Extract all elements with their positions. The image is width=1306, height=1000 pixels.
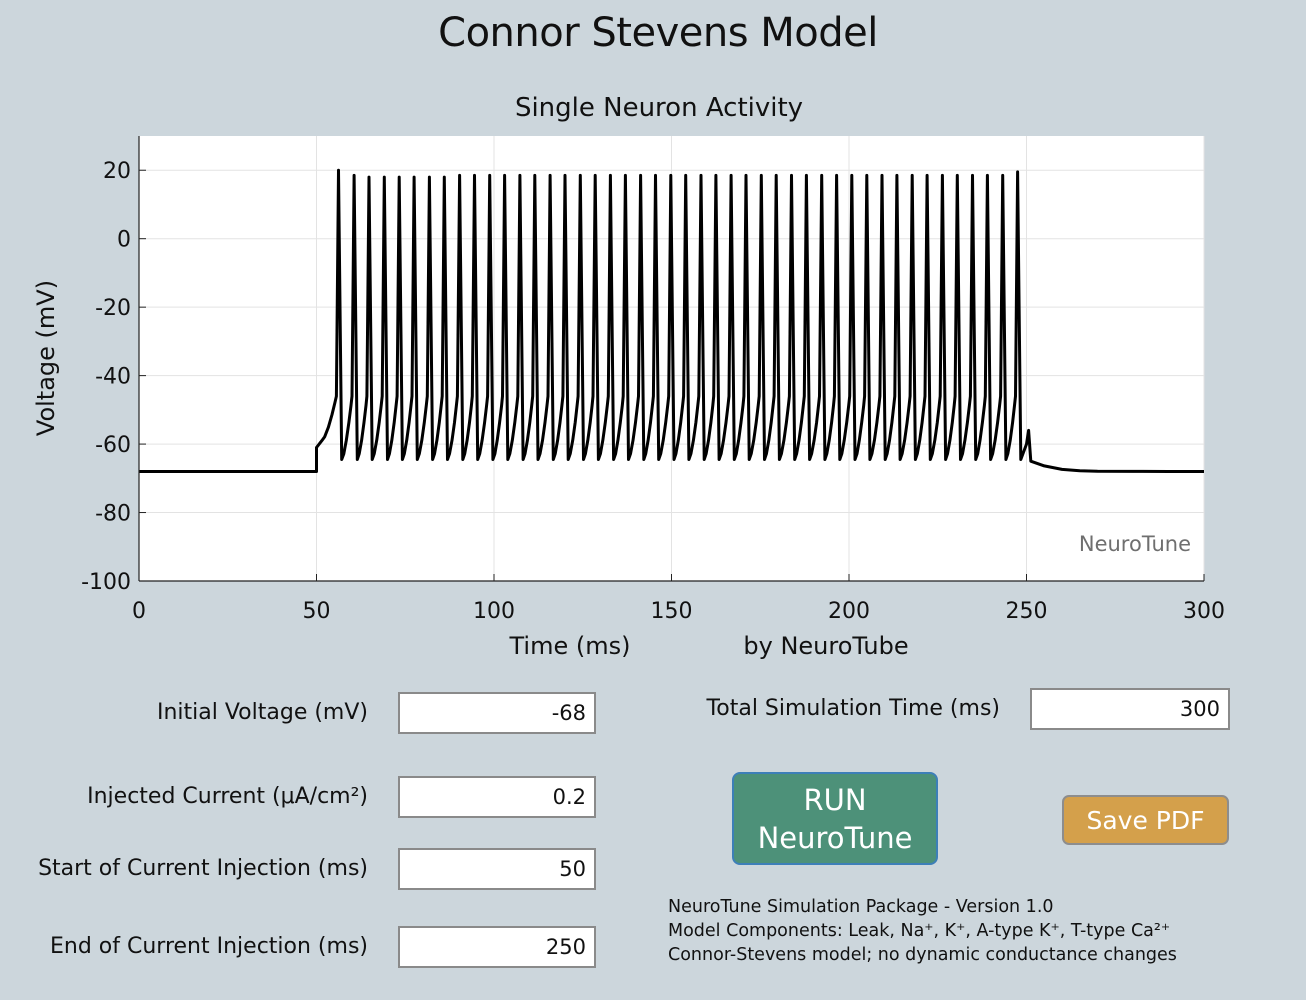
initial-voltage-label: Initial Voltage (mV) <box>156 700 368 725</box>
info-components: Model Components: Leak, Na⁺, K⁺, A-type … <box>668 921 1171 941</box>
y-tick-label: -60 <box>95 433 131 458</box>
x-tick-label: 100 <box>473 599 515 624</box>
run-button[interactable]: RUN NeuroTune <box>732 772 938 865</box>
injected-current-label: Injected Current (μA/cm²) <box>87 784 368 809</box>
app-title: Connor Stevens Model <box>438 10 878 56</box>
voltage-chart: Single Neuron Activity 0 50 100 150 200 250 30… <box>32 93 1225 660</box>
y-axis-label: Voltage (mV) <box>32 280 60 436</box>
end-injection-label: End of Current Injection (ms) <box>50 934 368 959</box>
x-tick-label: 250 <box>1006 599 1048 624</box>
total-time-input[interactable] <box>1030 688 1230 730</box>
y-tick-label: -20 <box>95 296 131 321</box>
x-tick-label: 0 <box>132 599 146 624</box>
y-tick-label: -40 <box>95 365 131 390</box>
run-button-label-line2: NeuroTune <box>757 820 913 855</box>
info-version: NeuroTune Simulation Package - Version 1… <box>668 897 1054 917</box>
save-pdf-button[interactable]: Save PDF <box>1062 795 1229 845</box>
initial-voltage-input[interactable] <box>398 692 596 734</box>
voltage-trace <box>139 168 1204 473</box>
end-injection-input[interactable] <box>398 926 596 968</box>
credit-label: by NeuroTube <box>743 632 908 660</box>
run-button-label-line1: RUN <box>803 782 867 817</box>
start-injection-label: Start of Current Injection (ms) <box>38 856 368 881</box>
x-tick-label: 50 <box>303 599 331 624</box>
y-tick-label: 20 <box>103 159 131 184</box>
y-tick-label: -80 <box>95 502 131 527</box>
y-tick-label: 0 <box>117 228 131 253</box>
chart-title: Single Neuron Activity <box>515 93 803 123</box>
watermark-label: NeuroTune <box>1079 532 1191 556</box>
x-tick-label: 300 <box>1183 599 1225 624</box>
voltage-trace-group <box>139 168 1204 473</box>
info-model-note: Connor-Stevens model; no dynamic conduct… <box>668 945 1177 965</box>
y-tick-label: -100 <box>81 570 131 595</box>
x-tick-label: 150 <box>651 599 693 624</box>
start-injection-input[interactable] <box>398 848 596 890</box>
injected-current-input[interactable] <box>398 776 596 818</box>
total-time-label: Total Simulation Time (ms) <box>706 696 1000 721</box>
x-axis-label: Time (ms) <box>509 632 631 660</box>
x-tick-label: 200 <box>828 599 870 624</box>
